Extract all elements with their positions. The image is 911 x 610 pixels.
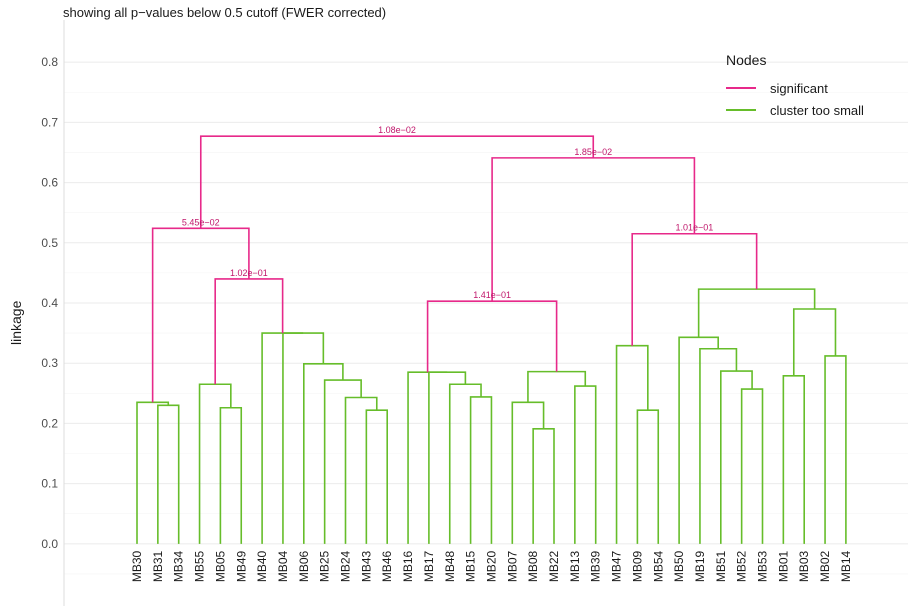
leaf-label: MB34 [172,550,186,582]
leaf-label: MB52 [735,550,749,582]
y-tick-label: 0.0 [41,537,58,551]
branch-n26 [678,336,719,544]
branch-n31 [631,232,758,346]
leaf-label: MB01 [776,550,790,582]
branch-n10 [214,278,284,385]
leaf-label: MB51 [714,550,728,582]
branch-n24 [720,370,753,544]
branch-n9b [261,332,304,544]
leaf-label: MB03 [797,550,811,582]
leaf-label: MB09 [630,550,644,582]
leaf-label: MB07 [505,550,519,582]
branch-n27 [782,375,805,544]
branch-n33 [199,135,595,229]
leaf-label: MB40 [255,550,269,582]
leaf-label: MB14 [839,550,853,582]
y-tick-label: 0.5 [41,236,58,250]
branch-n25 [699,347,738,544]
y-tick-label: 0.1 [41,477,58,491]
branch-n29 [792,308,837,376]
leaf-labels: MB30 MB31 MB34 MB55 MB05 MB49 MB40 MB04 MB06 MB25… [130,550,853,582]
legend: Nodes significant cluster too small [726,52,864,121]
y-tick-label: 0.8 [41,55,58,69]
legend-label-significant: significant [770,80,828,96]
legend-title: Nodes [726,52,767,68]
branch-n23 [740,388,764,544]
leaf-label: MB43 [359,550,373,582]
leaf-label: MB05 [213,550,227,582]
y-axis-label: linkage [8,300,24,345]
y-tick-label: 0.4 [41,296,58,310]
leaf-label: MB04 [276,550,290,582]
branch-n11 [151,227,250,403]
leaf-label: MB55 [193,550,207,582]
branch-n18 [574,385,597,544]
node-label-n31: 1.01e−01 [676,223,714,233]
branch-n20 [426,300,558,373]
branch-n5 [365,409,388,544]
leaf-label: MB19 [693,550,707,582]
leaf-label: MB49 [234,550,248,582]
node-pvalue-labels: 1.02e−01 5.45e−02 1.41e−01 1.01e−01 1.85e−02… [182,125,713,300]
node-label-n11: 5.45e−02 [182,217,220,227]
leaf-label: MB06 [297,550,311,582]
branch-n3 [219,406,243,544]
branch-n19 [527,370,587,403]
y-tick-label: 0.7 [41,115,58,129]
legend-key-significant [726,87,756,89]
branch-n21 [636,409,660,544]
leaf-label: MB08 [526,550,540,582]
node-label-n32: 1.85e−02 [574,147,612,157]
branch-n7 [323,379,362,544]
node-label-n33: 1.08e−02 [378,125,416,135]
leaf-label: MB15 [464,550,478,582]
branch-n8 [303,362,344,544]
branch-n30 [697,288,816,338]
leaf-label: MB13 [568,550,582,582]
leaf-label: MB46 [380,550,394,582]
leaf-label: MB25 [318,550,332,582]
leaf-label: MB50 [672,550,686,582]
branch-n32 [491,157,696,302]
chart-title: showing all p−values below 0.5 cutoff (F… [63,5,387,20]
leaf-label: MB17 [422,550,436,582]
y-tick-label: 0.3 [41,356,58,370]
branch-n22 [615,344,649,544]
branch-n13 [448,383,482,544]
leaf-label: MB16 [401,550,415,582]
leaf-label: MB02 [818,550,832,582]
leaf-label: MB53 [756,550,770,582]
branch-n14 [428,371,467,544]
branch-n15 [407,371,448,544]
leaf-label: MB48 [443,550,457,582]
branch-n28 [824,355,847,544]
branch-n1 [157,404,180,544]
branch-n2 [136,401,170,544]
node-label-n10: 1.02e−01 [230,268,268,278]
leaf-label: MB22 [547,550,561,582]
node-label-n20: 1.41e−01 [473,290,511,300]
leaf-label: MB39 [589,550,603,582]
branch-n17 [511,401,545,544]
leaf-label: MB47 [610,550,624,582]
y-tick-label: 0.6 [41,176,58,190]
leaf-label: MB30 [130,550,144,582]
y-tick-label: 0.2 [41,416,58,430]
y-tick-labels: 0.0 0.1 0.2 0.3 0.4 0.5 0.6 0.7 0.8 [41,55,58,551]
leaf-label: MB31 [151,550,165,582]
legend-entry-significant: significant [726,77,864,99]
dendrogram-branches [136,135,847,544]
legend-key-cluster-too-small [726,109,756,111]
branch-n9 [282,332,325,544]
grid-lines [63,20,908,606]
branch-n16 [532,428,555,544]
branch-n12 [469,396,493,544]
legend-entry-cluster-too-small: cluster too small [726,99,864,121]
leaf-label: MB24 [339,550,353,582]
branch-n6 [344,396,378,544]
leaf-label: MB20 [484,550,498,582]
legend-label-cluster-too-small: cluster too small [770,102,864,118]
leaf-label: MB54 [651,550,665,582]
